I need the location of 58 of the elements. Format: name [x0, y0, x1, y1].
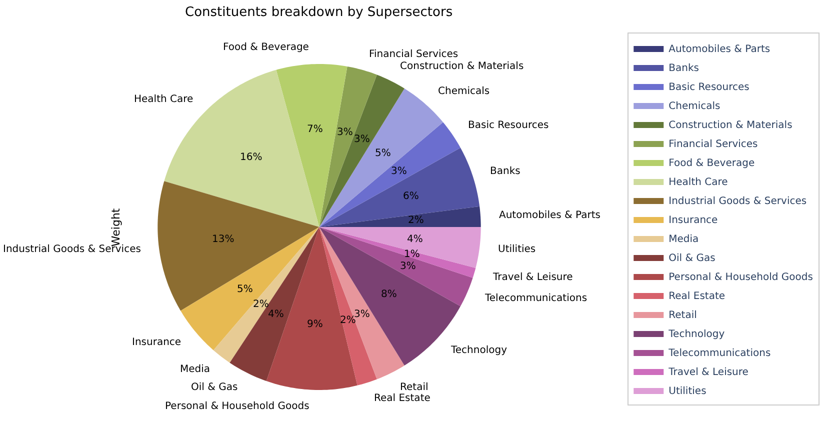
slice-label: Banks [490, 166, 520, 177]
slice-label: Utilities [498, 244, 536, 255]
data-label: 4% [268, 309, 284, 320]
slice-label: Insurance [132, 337, 182, 348]
legend-label: Food & Beverage [668, 158, 755, 169]
data-label: 5% [237, 284, 253, 295]
legend-label: Financial Services [668, 138, 758, 150]
data-label: 1% [404, 249, 420, 260]
slice-label: Travel & Leisure [492, 272, 573, 283]
slice-label: Technology [450, 345, 508, 356]
legend-label: Chemicals [668, 100, 720, 112]
legend-label: Technology [668, 328, 725, 340]
legend-label: Retail [668, 310, 697, 321]
data-label: 2% [253, 299, 269, 310]
legend-label: Media [668, 234, 699, 245]
legend-label: Utilities [668, 386, 706, 397]
legend-label: Telecommunications [668, 348, 771, 359]
data-label: 3% [337, 127, 353, 138]
slice-label: Food & Beverage [223, 42, 309, 53]
slice-label: Real Estate [374, 393, 430, 404]
legend-label: Automobiles & Parts [668, 44, 770, 55]
legend-label: Basic Resources [668, 82, 750, 93]
data-label: 3% [354, 134, 370, 145]
legend-label: Health Care [668, 176, 728, 188]
slice-label: Personal & Household Goods [165, 401, 310, 412]
legend-label: Banks [668, 62, 699, 74]
slice-label: Retail [400, 382, 428, 393]
data-label: 3% [354, 309, 370, 320]
slice-label: Financial Services [369, 49, 458, 60]
data-label: 6% [403, 191, 419, 202]
chart-title: Constituents breakdown by Supersectors [185, 5, 453, 20]
slice-label: Industrial Goods & Services [3, 244, 141, 255]
legend-label: Industrial Goods & Services [668, 196, 807, 207]
slice-label: Chemicals [438, 86, 490, 97]
data-label: 3% [400, 261, 416, 272]
slice-label: Telecommunications [484, 293, 588, 304]
legend-label: Real Estate [668, 290, 726, 302]
data-label: 16% [240, 152, 262, 163]
slice-label: Media [180, 364, 210, 375]
legend-label: Construction & Materials [668, 120, 792, 131]
data-label: 2% [408, 215, 424, 226]
legend-label: Insurance [668, 214, 718, 226]
data-label: 8% [381, 289, 397, 300]
data-label: 13% [212, 234, 234, 245]
slice-label: Health Care [134, 94, 194, 105]
data-label: 9% [307, 319, 323, 330]
data-label: 5% [375, 148, 391, 159]
slice-label: Oil & Gas [191, 382, 238, 393]
legend-label: Travel & Leisure [668, 366, 748, 378]
data-label: 3% [391, 166, 407, 177]
data-label: 7% [307, 124, 323, 135]
data-label: 2% [340, 315, 356, 326]
slice-label: Basic Resources [468, 120, 549, 131]
legend-label: Personal & Household Goods [668, 272, 813, 283]
slice-label: Construction & Materials [400, 61, 524, 72]
legend-label: Oil & Gas [668, 252, 716, 264]
slice-label: Automobiles & Parts [499, 210, 600, 221]
data-label: 4% [407, 234, 423, 245]
